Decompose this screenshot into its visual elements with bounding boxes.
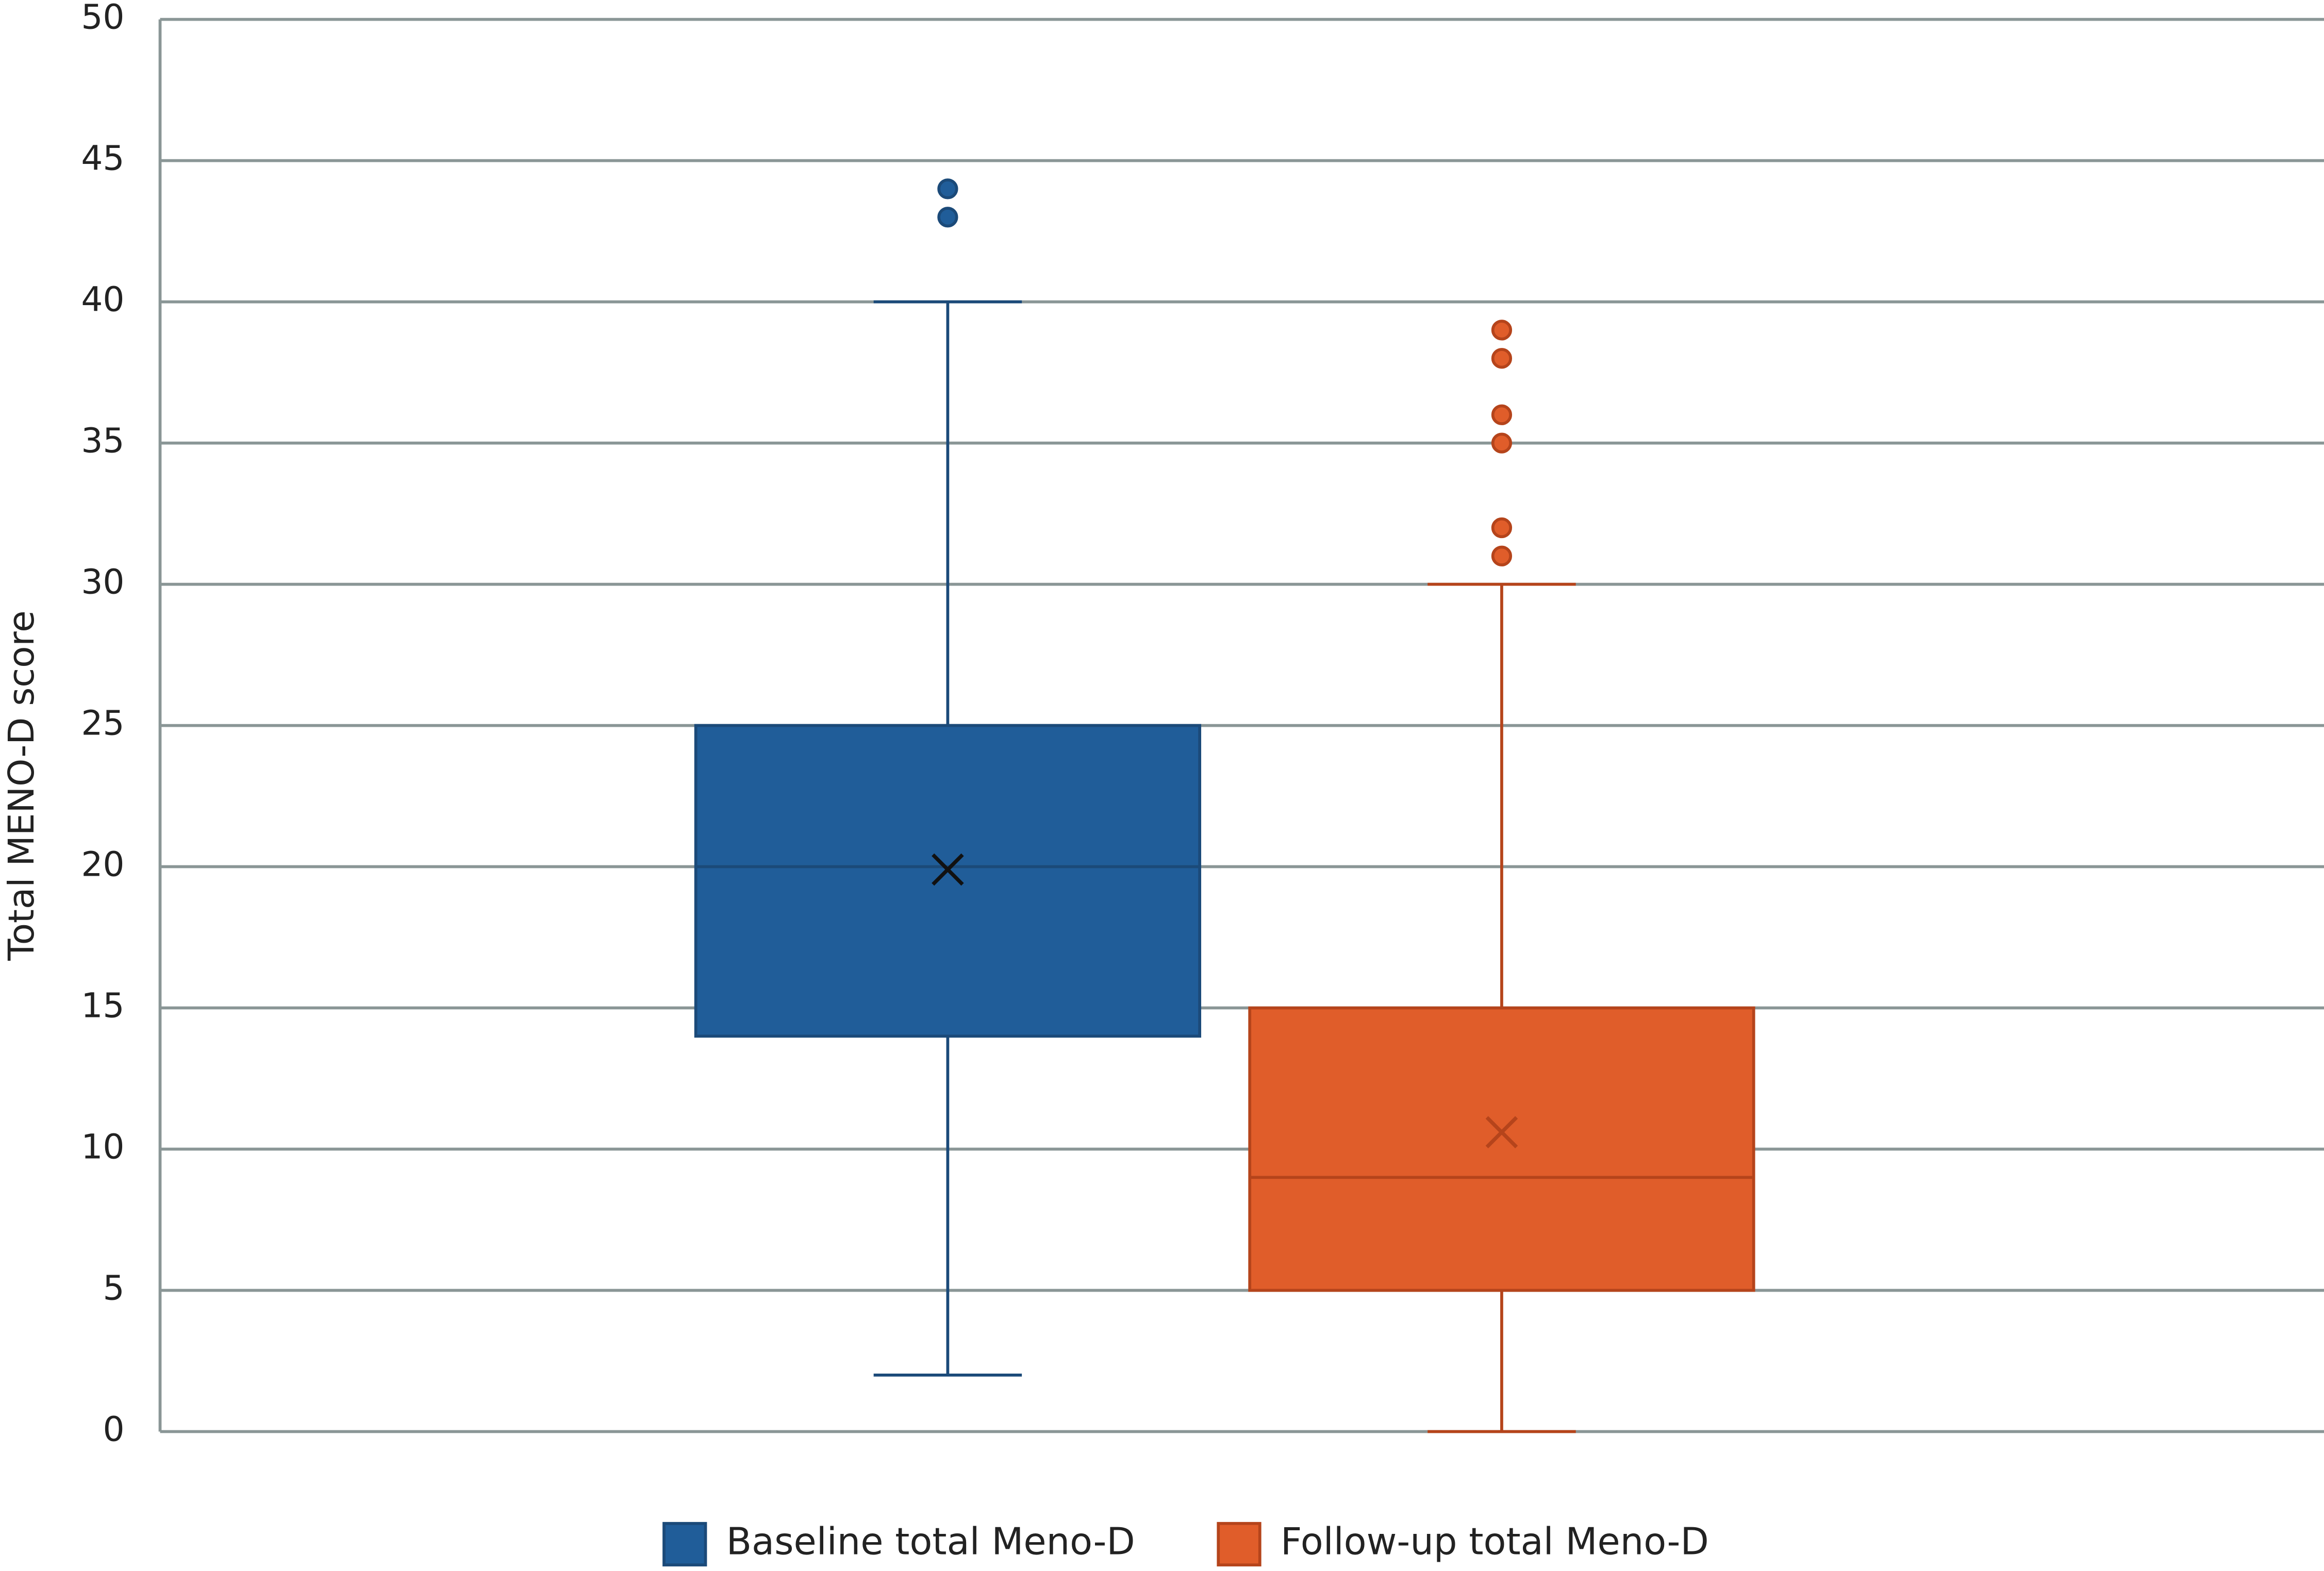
y-tick-label: 45: [81, 139, 124, 178]
y-tick-label: 25: [81, 704, 124, 743]
outlier: [1491, 348, 1513, 369]
legend-label: Baseline total Meno-D: [726, 1520, 1135, 1563]
y-tick-label: 20: [81, 845, 124, 884]
mean-marker: [1485, 1116, 1518, 1148]
mean-marker: [932, 853, 964, 886]
y-tick-label: 15: [81, 986, 124, 1026]
outlier: [937, 207, 958, 228]
outlier: [1491, 545, 1513, 566]
y-axis-label: Total MENO-D score: [1, 610, 42, 961]
outlier: [937, 178, 958, 199]
outlier: [1491, 404, 1513, 425]
y-tick-label: 50: [81, 0, 124, 37]
y-tick-label: 0: [103, 1410, 124, 1449]
legend-swatch: [662, 1522, 707, 1567]
y-tick-label: 10: [81, 1127, 124, 1167]
box: [694, 724, 1202, 1038]
box-group: [694, 178, 1202, 1377]
outlier: [1491, 432, 1513, 454]
y-tick-label: 35: [81, 421, 124, 461]
outlier: [1491, 320, 1513, 341]
legend-swatch: [1217, 1522, 1261, 1567]
outlier: [1491, 517, 1513, 539]
y-tick-label: 5: [103, 1268, 124, 1308]
legend-label: Follow-up total Meno-D: [1281, 1520, 1709, 1563]
box: [1248, 1006, 1755, 1292]
y-tick-label: 30: [81, 562, 124, 602]
box-group: [1248, 320, 1755, 1433]
y-tick-label: 40: [81, 280, 124, 320]
